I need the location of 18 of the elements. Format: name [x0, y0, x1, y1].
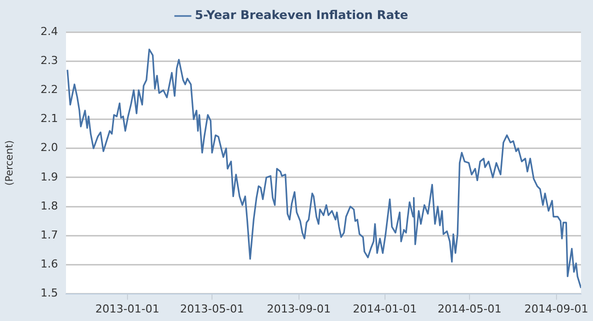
y-tick-label: 2.1 [40, 112, 58, 126]
x-tick-label: 2014-09-01 [524, 302, 588, 316]
x-tick-label: 2013-01-01 [95, 302, 160, 316]
x-tick-label: 2014-05-01 [438, 302, 502, 316]
y-tick-label: 2.3 [40, 54, 58, 67]
legend-label: 5-Year Breakeven Inflation Rate [194, 8, 408, 22]
y-tick-label: 1.6 [40, 258, 58, 271]
y-tick-label: 1.8 [40, 199, 58, 212]
y-tick-label: 1.7 [40, 228, 58, 242]
y-axis-title: (Percent) [4, 140, 16, 186]
y-tick-label: 2.0 [40, 141, 58, 154]
x-tick-label: 2013-09-01 [266, 302, 331, 316]
y-tick-label: 2.4 [40, 24, 58, 38]
y-tick-label: 2.2 [40, 83, 58, 96]
x-tick-label: 2013-05-01 [180, 302, 244, 316]
x-tick-label: 2014-01-01 [352, 302, 417, 316]
y-tick-label: 1.9 [40, 170, 58, 184]
y-tick-label: 1.5 [40, 286, 58, 300]
